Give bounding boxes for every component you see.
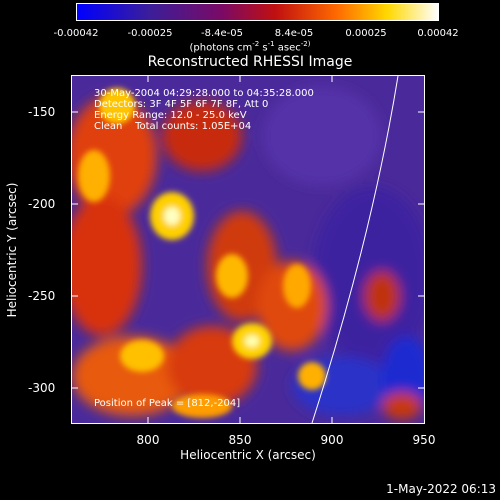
info-line-detectors: Detectors: 3F 4F 5F 6F 7F 8F, Att 0: [94, 99, 269, 110]
timestamp: 1-May-2022 06:13: [386, 482, 496, 496]
x-tick-label: 950: [412, 433, 436, 447]
peak-position: Position of Peak = [812,-204]: [94, 398, 241, 409]
y-tick-label: -300: [28, 381, 56, 395]
info-line-counts: Clean Total counts: 1.05E+04: [94, 121, 252, 132]
x-tick-label: 900: [320, 433, 344, 447]
x-tick-label: 850: [228, 433, 252, 447]
x-tick-label: 800: [136, 433, 160, 447]
info-line-energy: Energy Range: 12.0 - 25.0 keV: [94, 110, 247, 121]
y-tick-label: -200: [28, 197, 56, 211]
colorbar-tick: 8.4e-05: [274, 28, 314, 39]
info-line-time: 30-May-2004 04:29:28.000 to 04:35:28.000: [94, 88, 314, 99]
y-tick-label: -250: [28, 289, 56, 303]
y-axis-label: Heliocentric Y (arcsec): [5, 182, 19, 318]
y-tick-label: -150: [28, 105, 56, 119]
colorbar-tick: 0.00025: [345, 28, 387, 39]
colorbar-tick: -0.00042: [53, 28, 99, 39]
x-axis-label: Heliocentric X (arcsec): [180, 448, 316, 462]
plot-title: Reconstructed RHESSI Image: [147, 54, 353, 70]
heatmap: [72, 76, 424, 423]
colorbar-tick: 0.00042: [417, 28, 459, 39]
colorbar-tick: -0.00025: [127, 28, 173, 39]
colorbar: [76, 3, 439, 21]
colorbar-tick: -8.4e-05: [201, 28, 243, 39]
image-plot-area: 30-May-2004 04:29:28.000 to 04:35:28.000…: [71, 75, 425, 424]
colorbar-unit-label: (photons cm-2 s-1 asec-2): [189, 40, 311, 54]
